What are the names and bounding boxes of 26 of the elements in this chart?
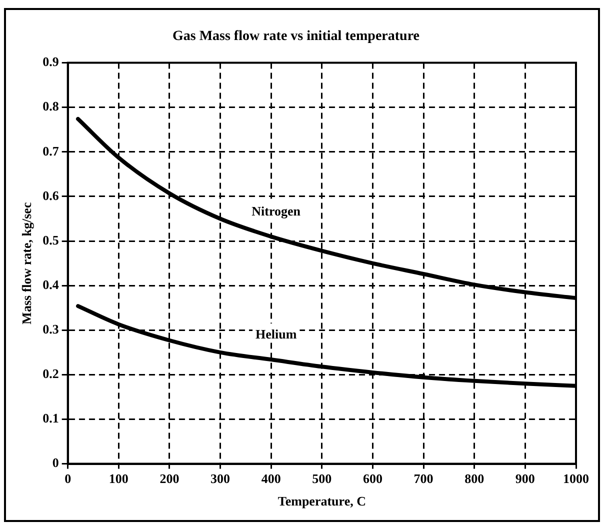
y-tick-label: 0.5 (42, 232, 60, 248)
x-tick-label: 300 (210, 470, 230, 486)
y-tick-label: 0.3 (42, 321, 60, 336)
series-label: Helium (256, 326, 297, 342)
y-tick-label: 0.7 (42, 143, 60, 158)
y-tick-label: 0 (52, 455, 59, 470)
x-tick-label: 200 (160, 470, 180, 486)
x-tick-label: 800 (464, 470, 484, 486)
x-axis-title: Temperature, C (278, 494, 366, 509)
y-tick-label: 0.6 (42, 188, 60, 203)
y-tick-label: 0.4 (42, 276, 60, 292)
x-tick-label: 700 (414, 470, 434, 486)
x-tick-label: 400 (261, 470, 281, 486)
x-tick-label: 900 (515, 470, 535, 486)
x-tick-label: 600 (362, 470, 382, 486)
x-tick-label: 500 (312, 470, 332, 486)
y-axis-title: Mass flow rate, kg/sec (19, 202, 34, 324)
y-tick-label: 0.1 (42, 410, 59, 426)
x-tick-label: 100 (108, 470, 128, 486)
x-tick-label: 1000 (563, 470, 589, 486)
y-tick-label: 0.2 (42, 366, 59, 382)
y-tick-label: 0.9 (42, 54, 60, 70)
y-tick-label: 0.8 (42, 98, 60, 114)
series-label: Nitrogen (252, 203, 302, 218)
chart-title: Gas Mass flow rate vs initial temperature (172, 29, 420, 44)
x-tick-label: 0 (64, 470, 72, 486)
